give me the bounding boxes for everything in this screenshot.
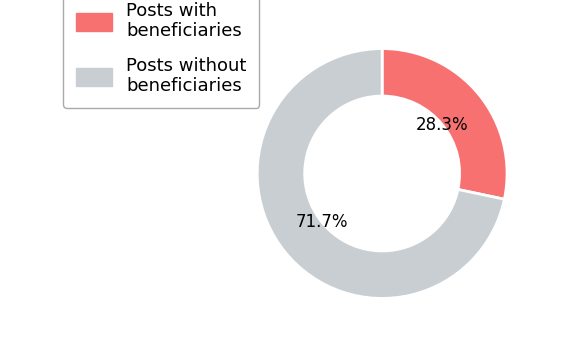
Text: 28.3%: 28.3% [416,116,468,134]
Text: 71.7%: 71.7% [296,213,348,231]
Legend: Posts with
beneficiaries, Posts without
beneficiaries: Posts with beneficiaries, Posts without … [63,0,259,108]
Wedge shape [257,49,504,298]
Wedge shape [382,49,507,199]
